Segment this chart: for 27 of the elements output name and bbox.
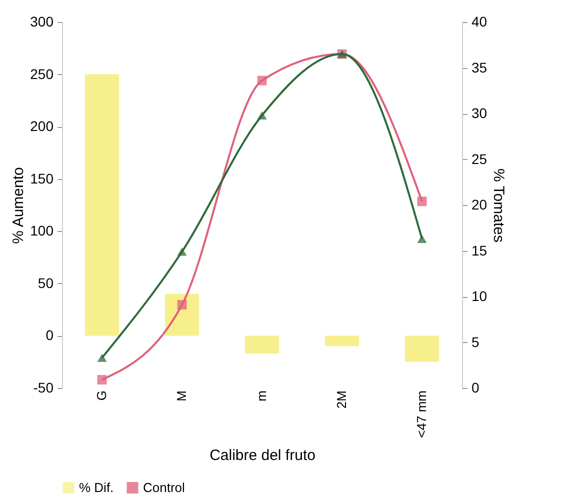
y-tick-label: -50 xyxy=(33,380,54,396)
x-tick-label: G xyxy=(94,390,109,401)
legend-label: % Dif. xyxy=(79,480,114,495)
y2-tick-label: 20 xyxy=(472,196,488,212)
y-tick-label: 250 xyxy=(30,66,54,82)
x-tick-label: 2M xyxy=(334,390,349,409)
legend-label: Control xyxy=(143,480,186,495)
y-axis-title: % Aumento xyxy=(10,167,28,244)
y2-tick-label: 5 xyxy=(472,334,480,350)
x-tick-label: <47 mm xyxy=(414,390,429,438)
y2-tick-label: 0 xyxy=(472,380,480,396)
y2-axis-title: % Tomates xyxy=(490,168,508,242)
y2-tick-label: 25 xyxy=(472,150,488,167)
y-tick-label: 100 xyxy=(30,222,54,239)
y2-tick-label: 35 xyxy=(472,59,488,76)
x-tick-label: m xyxy=(254,390,269,402)
y2-tick-label: 15 xyxy=(472,242,488,258)
y2-tick-label: 10 xyxy=(472,288,488,304)
x-tick-label: M xyxy=(174,390,189,402)
y2-tick-label: 30 xyxy=(472,105,488,121)
y-tick-label: 200 xyxy=(30,118,54,134)
y-tick-label: 50 xyxy=(38,274,54,291)
y-tick-label: 150 xyxy=(30,170,54,186)
x-axis-title: Calibre del fruto xyxy=(210,446,316,464)
y-tick-label: 0 xyxy=(46,327,54,344)
y-tick-label: 300 xyxy=(30,14,54,30)
y2-tick-label: 40 xyxy=(472,14,488,30)
